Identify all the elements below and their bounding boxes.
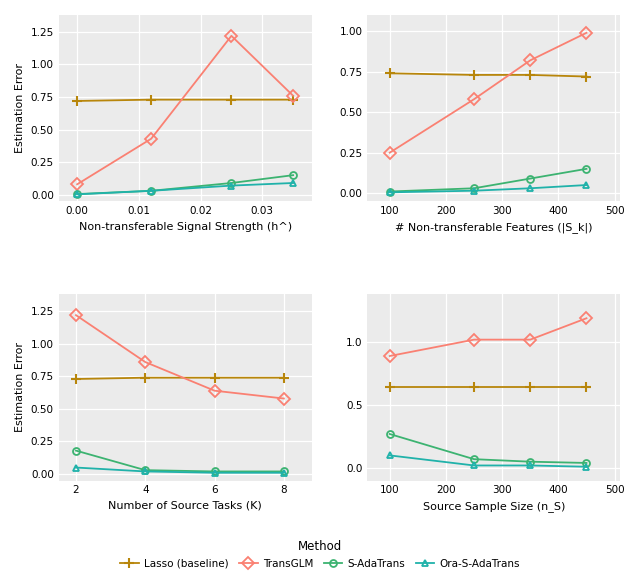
- Legend: Lasso (baseline), TransGLM, S-AdaTrans, Ora-S-AdaTrans: Lasso (baseline), TransGLM, S-AdaTrans, …: [115, 535, 525, 574]
- X-axis label: Non-transferable Signal Strength (h^): Non-transferable Signal Strength (h^): [79, 222, 292, 232]
- X-axis label: Number of Source Tasks (K): Number of Source Tasks (K): [108, 501, 262, 511]
- X-axis label: Source Sample Size (n_S): Source Sample Size (n_S): [422, 501, 565, 512]
- Y-axis label: Estimation Error: Estimation Error: [15, 342, 25, 433]
- X-axis label: # Non-transferable Features (|S_k|): # Non-transferable Features (|S_k|): [395, 222, 593, 233]
- Y-axis label: Estimation Error: Estimation Error: [15, 63, 25, 153]
